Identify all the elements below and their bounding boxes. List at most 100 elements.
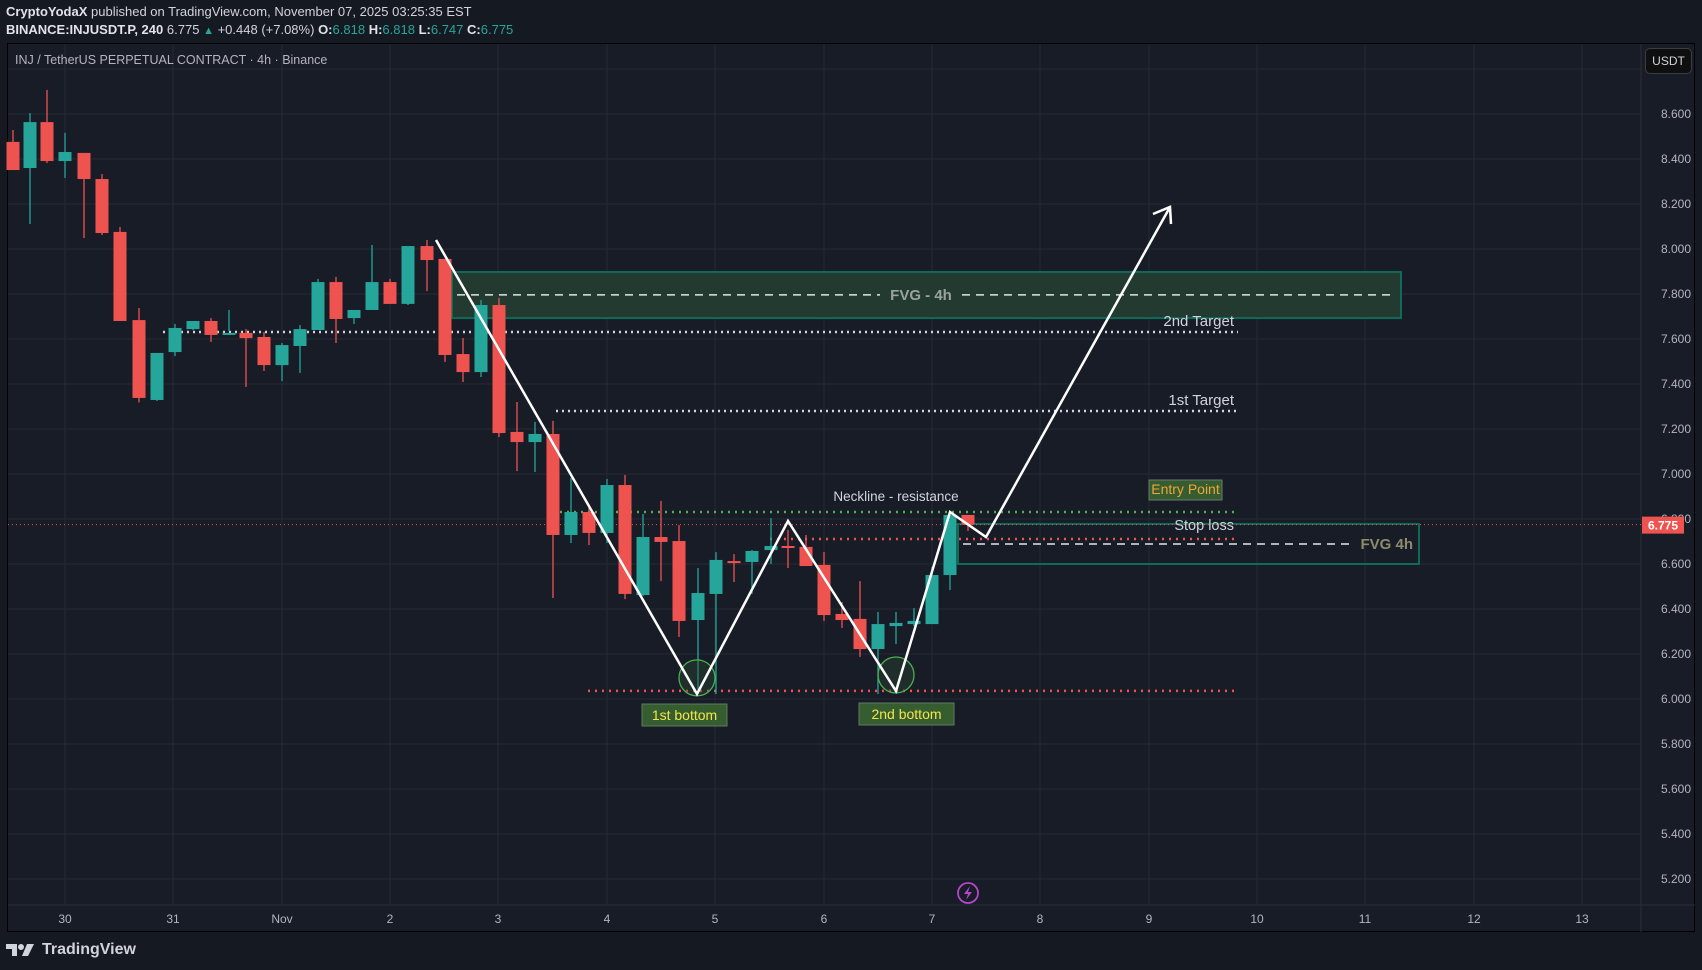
bearish-candle: [582, 512, 596, 533]
date-tick-label: 3: [495, 912, 502, 926]
bearish-candle: [77, 152, 91, 180]
bearish-candle: [727, 561, 741, 564]
fvg-lower-label: FVG 4h: [1360, 536, 1413, 553]
symbol-info: BINANCE:INJUSDT.P, 240 6.775 ▲ +0.448 (+…: [6, 22, 513, 37]
fvg-upper-label: FVG - 4h: [890, 287, 952, 304]
price-tick-label: 6.200: [1661, 647, 1691, 661]
current-price-badge: [1642, 516, 1684, 534]
bullish-candle: [889, 622, 903, 627]
second-target-label: 2nd Target: [1163, 313, 1234, 330]
bullish-candle: [474, 305, 488, 373]
bearish-candle: [113, 231, 127, 321]
lightning-event-icon[interactable]: [957, 882, 979, 904]
high-label: H:: [368, 22, 383, 37]
entry-point-label-box: [1148, 479, 1223, 501]
tradingview-logo[interactable]: TradingView: [6, 941, 136, 959]
open-label: O:: [318, 22, 333, 37]
price-tick-label: 7.600: [1661, 332, 1691, 346]
currency-button[interactable]: USDT: [1645, 48, 1692, 74]
bearish-candle: [329, 282, 343, 319]
bearish-candle: [510, 431, 524, 443]
price-tick-label: 6.000: [1661, 692, 1691, 706]
bearish-candle: [672, 541, 686, 621]
date-tick-label: 11: [1359, 912, 1372, 926]
current-price-label: 6.775: [1648, 519, 1678, 533]
first-bottom-label: 1st bottom: [652, 707, 717, 723]
bullish-candle: [871, 624, 885, 650]
price-tick-label: 7.800: [1661, 287, 1691, 301]
chart-title: INJ / TetherUS PERPETUAL CONTRACT · 4h ·…: [15, 53, 328, 67]
first-bottom-label-box: [641, 703, 728, 727]
bearish-candle: [618, 485, 632, 594]
bullish-candle: [168, 327, 182, 353]
logo-text: TradingView: [42, 941, 136, 958]
price-tick-label: 5.200: [1661, 872, 1691, 886]
close-value: 6.775: [480, 22, 514, 37]
high-value: 6.818: [382, 22, 415, 37]
price-tick-label: 5.800: [1661, 737, 1691, 751]
price-change: +0.448 (+7.08%): [217, 22, 315, 37]
close-label: C:: [467, 22, 481, 37]
bearish-candle: [961, 514, 975, 525]
bullish-candle: [58, 152, 72, 162]
second-bottom-label-box: [858, 702, 955, 726]
date-tick-label: 31: [166, 912, 180, 926]
chart-pane[interactable]: [7, 43, 1695, 932]
bullish-candle: [150, 352, 164, 400]
bullish-candle: [222, 332, 236, 335]
bullish-candle: [745, 550, 759, 562]
bearish-candle: [492, 305, 506, 434]
second-bottom-label: 2nd bottom: [871, 706, 941, 722]
entry-point-label: Entry Point: [1151, 481, 1220, 497]
tradingview-logo-icon: [6, 944, 34, 956]
publish-info: CryptoYodaX published on TradingView.com…: [6, 4, 472, 19]
up-arrow-icon: ▲: [203, 25, 214, 37]
lightning-bolt-icon: [964, 886, 972, 900]
bearish-candle: [456, 354, 470, 373]
date-tick-label: 9: [1146, 912, 1153, 926]
price-tick-label: 8.000: [1661, 242, 1691, 256]
first-target-label: 1st Target: [1168, 392, 1234, 409]
date-tick-label: 2: [387, 912, 394, 926]
bullish-candle: [636, 537, 650, 596]
bearish-candle: [799, 546, 813, 567]
stop-loss-label: Stop loss: [1174, 518, 1234, 534]
price-tick-label: 8.400: [1661, 152, 1691, 166]
bearish-candle: [40, 122, 54, 162]
bullish-candle: [186, 321, 200, 330]
price-tick-label: 8.600: [1661, 107, 1691, 121]
bearish-candle: [6, 141, 20, 171]
bullish-candle: [764, 546, 778, 551]
bearish-candle: [383, 282, 397, 304]
publish-text: published on TradingView.com, November 0…: [91, 4, 472, 19]
bearish-candle: [781, 546, 795, 548]
price-tick-label: 6.400: [1661, 602, 1691, 616]
price-tick-label: 5.600: [1661, 782, 1691, 796]
date-tick-label: 8: [1037, 912, 1044, 926]
date-tick-label: 7: [929, 912, 936, 926]
bullish-candle: [293, 329, 307, 346]
author-name[interactable]: CryptoYodaX: [6, 4, 88, 19]
neckline-label: Neckline - resistance: [833, 489, 958, 504]
date-tick-label: 5: [712, 912, 719, 926]
price-tick-label: 7.000: [1661, 467, 1691, 481]
first-bottom-circle: [678, 659, 716, 697]
bullish-candle: [365, 282, 379, 310]
date-tick-label: 6: [821, 912, 828, 926]
bullish-candle: [311, 282, 325, 330]
price-tick-label: 5.400: [1661, 827, 1691, 841]
bearish-candle: [204, 321, 218, 335]
bearish-candle: [132, 320, 146, 398]
bearish-candle: [257, 336, 271, 366]
bullish-candle: [347, 309, 361, 319]
bullish-candle: [401, 246, 415, 304]
bullish-candle: [275, 345, 289, 366]
last-price: 6.775: [166, 22, 200, 37]
bullish-candle: [600, 485, 614, 533]
bullish-candle: [925, 575, 939, 625]
price-tick-label: 7.200: [1661, 422, 1691, 436]
low-label: L:: [418, 22, 431, 37]
bearish-candle: [546, 433, 560, 535]
date-tick-label: 4: [604, 912, 611, 926]
